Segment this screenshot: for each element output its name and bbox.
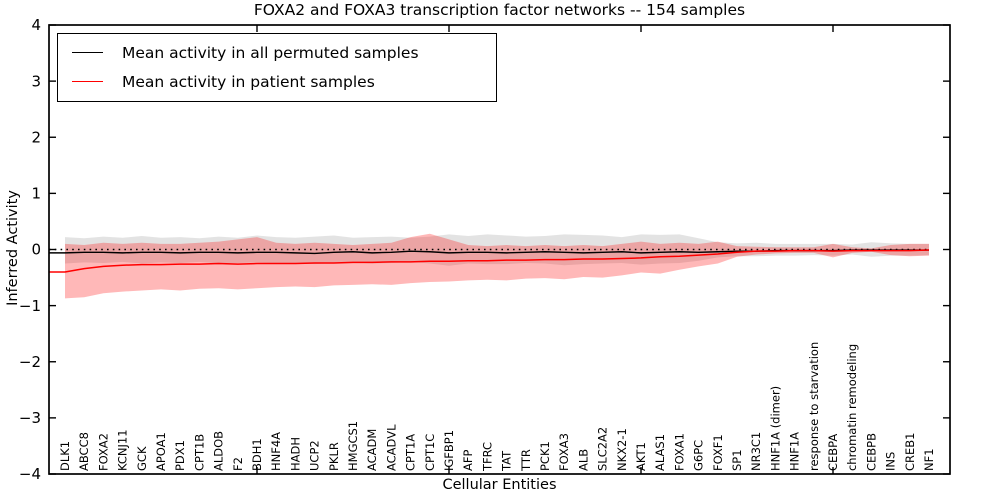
- x-category-label: ALB: [576, 449, 590, 471]
- y-tick-label: 0: [31, 241, 41, 259]
- legend-entry-permuted: Mean activity in all permuted samples: [58, 42, 496, 63]
- chart-title: FOXA2 and FOXA3 transcription factor net…: [253, 1, 746, 19]
- x-category-label: NKX2-1: [615, 428, 629, 471]
- x-category-label: CPT1B: [192, 434, 206, 471]
- x-category-label: AKT1: [634, 442, 648, 471]
- x-category-label: ACADVL: [384, 424, 398, 471]
- x-category-label: FOXA1: [672, 433, 686, 471]
- x-category-label: SLC2A2: [596, 427, 610, 471]
- x-category-label: G6PC: [692, 440, 706, 471]
- x-category-label: GCK: [135, 446, 149, 471]
- x-category-label: NR3C1: [749, 432, 763, 471]
- x-category-label: CPT1A: [404, 434, 418, 471]
- y-tick-label: −1: [19, 297, 41, 315]
- y-tick-label: −3: [19, 409, 41, 427]
- y-tick-label: −4: [19, 465, 41, 483]
- x-category-label: BDH1: [250, 438, 264, 471]
- x-category-label: HNF4A: [269, 432, 283, 471]
- x-category-label: FOXA3: [557, 433, 571, 471]
- x-category-label: PDX1: [173, 440, 187, 471]
- legend-entry-patient: Mean activity in patient samples: [58, 71, 496, 92]
- x-category-label: ACADM: [365, 429, 379, 471]
- x-category-label: ALAS1: [653, 434, 667, 471]
- legend-label-permuted: Mean activity in all permuted samples: [122, 43, 419, 62]
- y-tick-label: 3: [31, 72, 41, 90]
- x-category-label: TTR: [519, 449, 533, 472]
- x-category-label: ABCC8: [77, 432, 91, 471]
- y-tick-label: 2: [31, 128, 41, 146]
- x-category-label: KCNJ11: [116, 429, 130, 471]
- x-category-label: F2: [231, 457, 245, 471]
- x-category-label: NF1: [922, 448, 936, 471]
- x-category-label: chromatin remodeling: [845, 344, 859, 471]
- x-category-label: UCP2: [308, 440, 322, 471]
- x-category-label: CEBPB: [864, 433, 878, 471]
- y-tick-label: 1: [31, 185, 41, 203]
- x-category-label: APOA1: [154, 432, 168, 471]
- y-tick-label: 4: [31, 16, 41, 34]
- x-category-label: response to starvation: [807, 342, 821, 471]
- x-category-label: CEBPA: [826, 434, 840, 471]
- x-category-label: HNF1A (dimer): [768, 386, 782, 471]
- x-axis-label: Cellular Entities: [442, 477, 557, 493]
- x-category-label: TAT: [500, 450, 514, 472]
- x-category-label: ALDOB: [212, 431, 226, 471]
- x-category-label: PKLR: [327, 442, 341, 471]
- x-category-label: FOXA2: [96, 433, 110, 471]
- x-category-label: CPT1C: [423, 434, 437, 471]
- x-category-label: PCK1: [538, 441, 552, 471]
- x-category-label: TFRC: [480, 442, 494, 472]
- y-tick-label: −2: [19, 353, 41, 371]
- x-category-label: HMGCS1: [346, 421, 360, 471]
- x-category-label: IGFBP1: [442, 430, 456, 471]
- legend: Mean activity in all permuted samples Me…: [57, 33, 497, 102]
- x-category-label: CREB1: [903, 433, 917, 472]
- patient-mean-line: [49, 249, 930, 273]
- patient-line-swatch: [72, 81, 103, 82]
- x-category-label: AFP: [461, 450, 475, 471]
- x-category-label: HNF1A: [788, 432, 802, 471]
- x-category-label: SP1: [730, 449, 744, 471]
- x-category-label: FOXF1: [711, 434, 725, 471]
- x-category-label: INS: [884, 452, 898, 471]
- permuted-line-swatch: [72, 52, 103, 53]
- x-category-label: DLK1: [58, 441, 72, 471]
- legend-label-patient: Mean activity in patient samples: [122, 72, 375, 91]
- x-category-label: HADH: [288, 437, 302, 471]
- y-axis-label: Inferred Activity: [5, 190, 21, 306]
